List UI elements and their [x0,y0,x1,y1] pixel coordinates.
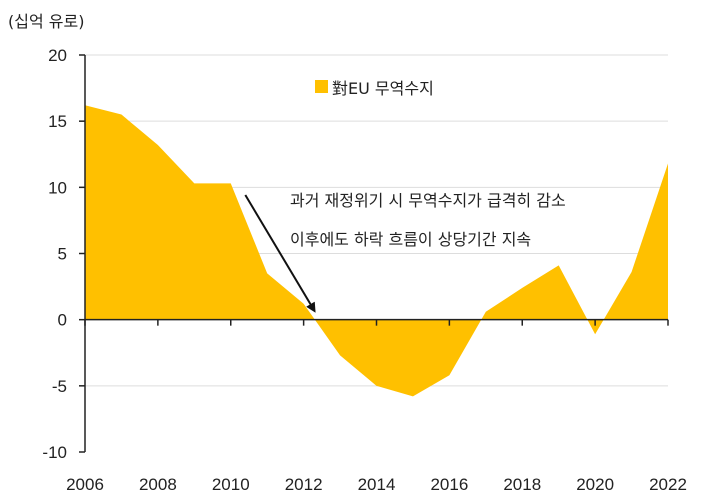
annotation-text: 이후에도 하락 흐름이 상당기간 지속 [290,230,531,249]
x-tick-label: 2014 [358,475,396,494]
annotation-text: 과거 재정위기 시 무역수지가 급격히 감소 [290,191,566,210]
x-tick-label: 2018 [503,475,541,494]
y-tick-label: 0 [58,311,67,330]
y-tick-label: 20 [48,46,67,65]
x-tick-label: 2012 [285,475,323,494]
y-tick-label: 5 [58,245,67,264]
y-tick-label: -10 [42,443,67,462]
y-tick-label: 10 [48,178,67,197]
y-tick-label: -5 [52,377,67,396]
area-series [85,105,668,397]
x-tick-label: 2008 [139,475,177,494]
y-unit-label: (십억 유로) [8,12,85,31]
y-tick-label: 15 [48,112,67,131]
x-tick-label: 2006 [66,475,104,494]
x-tick-label: 2010 [212,475,250,494]
x-tick-label: 2016 [430,475,468,494]
annotation-arrow [244,194,316,313]
x-tick-label: 2020 [576,475,614,494]
legend-label: 對EU 무역수지 [332,79,434,98]
legend-swatch [315,80,328,93]
x-tick-label: 2022 [649,475,687,494]
